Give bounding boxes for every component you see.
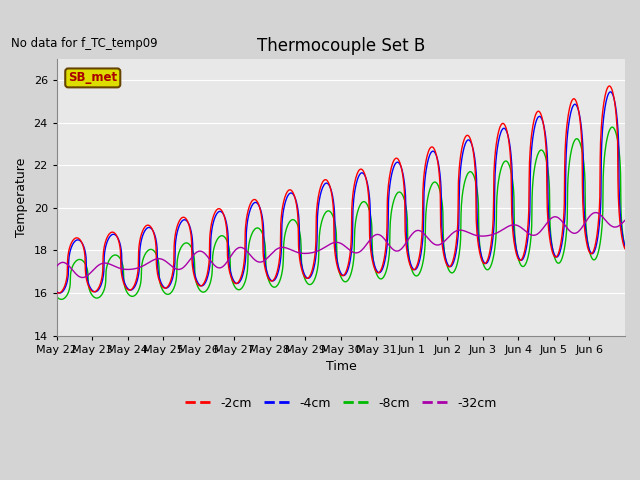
X-axis label: Time: Time	[326, 360, 356, 373]
Title: Thermocouple Set B: Thermocouple Set B	[257, 36, 425, 55]
Text: No data for f_TC_temp09: No data for f_TC_temp09	[12, 37, 158, 50]
Y-axis label: Temperature: Temperature	[15, 157, 28, 237]
Text: SB_met: SB_met	[68, 72, 117, 84]
Legend: -2cm, -4cm, -8cm, -32cm: -2cm, -4cm, -8cm, -32cm	[180, 392, 502, 415]
